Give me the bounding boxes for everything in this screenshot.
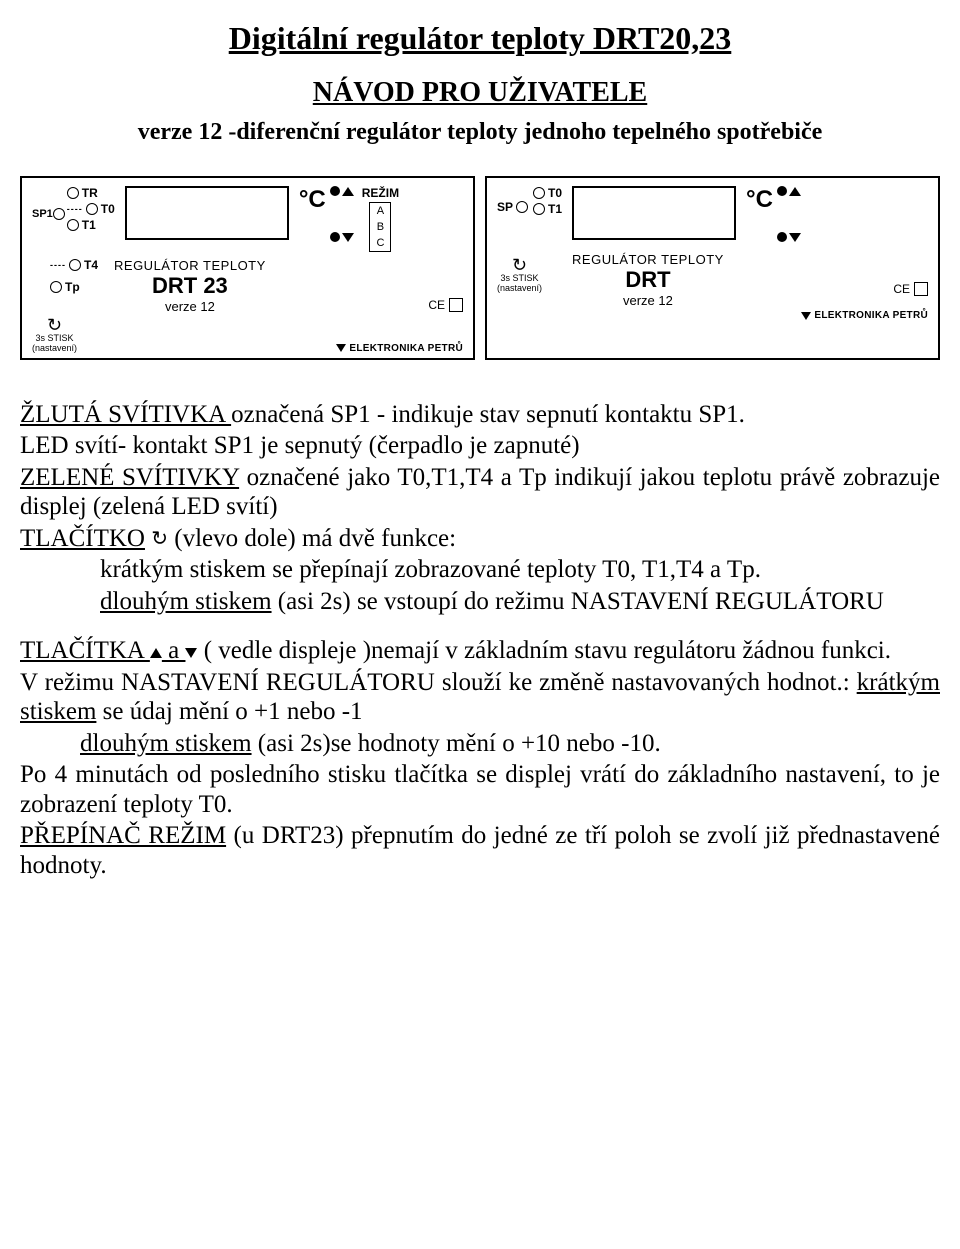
dash-icon: ---- — [67, 204, 83, 214]
led-tp-label: Tp — [65, 280, 80, 294]
text-yellow-led: ŽLUTÁ SVÍTIVKA — [20, 401, 231, 428]
brand-model: DRT 23 — [152, 273, 228, 299]
ce-box-icon — [914, 282, 928, 296]
text-green-leds: ZELENÉ SVÍTIVKY — [20, 464, 239, 491]
text: Po 4 minutách od posledního stisku tlačí… — [20, 761, 940, 818]
led-icon — [777, 186, 787, 196]
device-panels: SP1 TR ---- T0 T1 °C REŽIM A B C — [20, 176, 940, 360]
text: LED svítí- kontakt SP1 je sepnutý (čerpa… — [20, 432, 580, 459]
text-long-press: dlouhým stiskem — [80, 730, 252, 757]
led-icon — [67, 187, 79, 199]
arrow-up-icon — [789, 187, 801, 196]
led-icon — [67, 219, 79, 231]
arrow-down-icon — [342, 233, 354, 242]
mode-opt-a: A — [377, 205, 384, 217]
sp-led-icon — [516, 201, 528, 213]
mode-label: REŽIM — [362, 186, 399, 200]
text-mode-switch: PŘEPÍNAČ REŽIM — [20, 822, 226, 849]
brand-version: verze 12 — [623, 293, 673, 308]
sp-label: SP — [497, 200, 513, 214]
button-caption-2: (nastavení) — [497, 284, 542, 294]
text: (asi 2s)se hodnoty mění o +10 nebo -10. — [252, 730, 661, 757]
led-icon — [533, 203, 545, 215]
page-title: Digitální regulátor teploty DRT20,23 — [20, 20, 940, 57]
cycle-button-icon: ↻ — [47, 316, 62, 334]
logo-triangle-icon — [801, 312, 811, 320]
text: .: — [836, 669, 856, 696]
brand-title: REGULÁTOR TEPLOTY — [114, 258, 266, 273]
brand-model: DRT — [625, 267, 670, 293]
arrow-down-icon — [789, 233, 801, 242]
led-t1-label: T1 — [82, 218, 96, 232]
manufacturer-label: ELEKTRONIKA PETRŮ — [814, 310, 928, 321]
unit-label: °C — [746, 186, 773, 214]
page-subtitle: NÁVOD PRO UŽIVATELE — [20, 77, 940, 109]
ce-box-icon — [449, 298, 463, 312]
led-t4-label: T4 — [84, 258, 98, 272]
ce-label: CE — [893, 282, 910, 296]
sp1-led-icon — [53, 208, 65, 220]
ce-label: CE — [428, 298, 445, 312]
text: krátkým stiskem se přepínají zobrazované… — [100, 556, 761, 583]
led-icon — [330, 186, 340, 196]
text: (asi 2s) se vstoupí do režimu NASTAVENÍ … — [272, 588, 884, 615]
arrow-down-icon — [185, 648, 197, 658]
text: (vlevo dole) má dvě funkce: — [168, 525, 456, 552]
text: a — [162, 637, 186, 664]
text: se údaj mění o +1 nebo -1 — [96, 698, 362, 725]
led-icon — [533, 187, 545, 199]
manufacturer-label: ELEKTRONIKA PETRŮ — [349, 343, 463, 354]
led-icon — [777, 232, 787, 242]
led-t1-label: T1 — [548, 202, 562, 216]
led-icon — [330, 232, 340, 242]
led-icon — [50, 281, 62, 293]
led-tr-label: TR — [82, 186, 98, 200]
led-t0-label: T0 — [548, 186, 562, 200]
logo-triangle-icon — [336, 344, 346, 352]
unit-label: °C — [299, 186, 326, 214]
page-description: verze 12 -diferenční regulátor teploty j… — [20, 119, 940, 146]
brand-version: verze 12 — [165, 299, 215, 314]
brand-title: REGULÁTOR TEPLOTY — [572, 252, 724, 267]
panel-drt23: SP1 TR ---- T0 T1 °C REŽIM A B C — [20, 176, 475, 360]
arrow-up-icon — [342, 187, 354, 196]
text-button: TLAČÍTKO — [20, 525, 145, 552]
text-long-press: dlouhým stiskem — [100, 588, 272, 615]
body-text: ŽLUTÁ SVÍTIVKA označená SP1 - indikuje s… — [20, 400, 940, 881]
cycle-icon: ↻ — [151, 528, 168, 552]
cycle-button-icon: ↻ — [512, 256, 527, 274]
text-buttons-arrows: TLAČÍTKA — [20, 637, 150, 664]
display-screen — [125, 186, 289, 240]
mode-switch: A B C — [369, 202, 391, 252]
text: ( vedle displeje )nemají v základním sta… — [197, 637, 891, 664]
led-t0-label: T0 — [101, 202, 115, 216]
sp1-label: SP1 — [32, 208, 53, 220]
mode-opt-b: B — [377, 221, 384, 233]
arrow-up-icon — [150, 648, 162, 658]
led-icon — [69, 259, 81, 271]
panel-drt: SP T0 T1 °C ↻ 3s STISK (nastavení) — [485, 176, 940, 360]
display-screen — [572, 186, 736, 240]
led-icon — [86, 203, 98, 215]
dash-icon: ---- — [50, 260, 66, 270]
mode-opt-c: C — [376, 237, 384, 249]
button-caption-2: (nastavení) — [32, 344, 77, 354]
text: označená SP1 - indikuje stav sepnutí kon… — [231, 401, 745, 428]
text: V režimu NASTAVENÍ REGULÁTORU slouží ke … — [20, 669, 836, 696]
